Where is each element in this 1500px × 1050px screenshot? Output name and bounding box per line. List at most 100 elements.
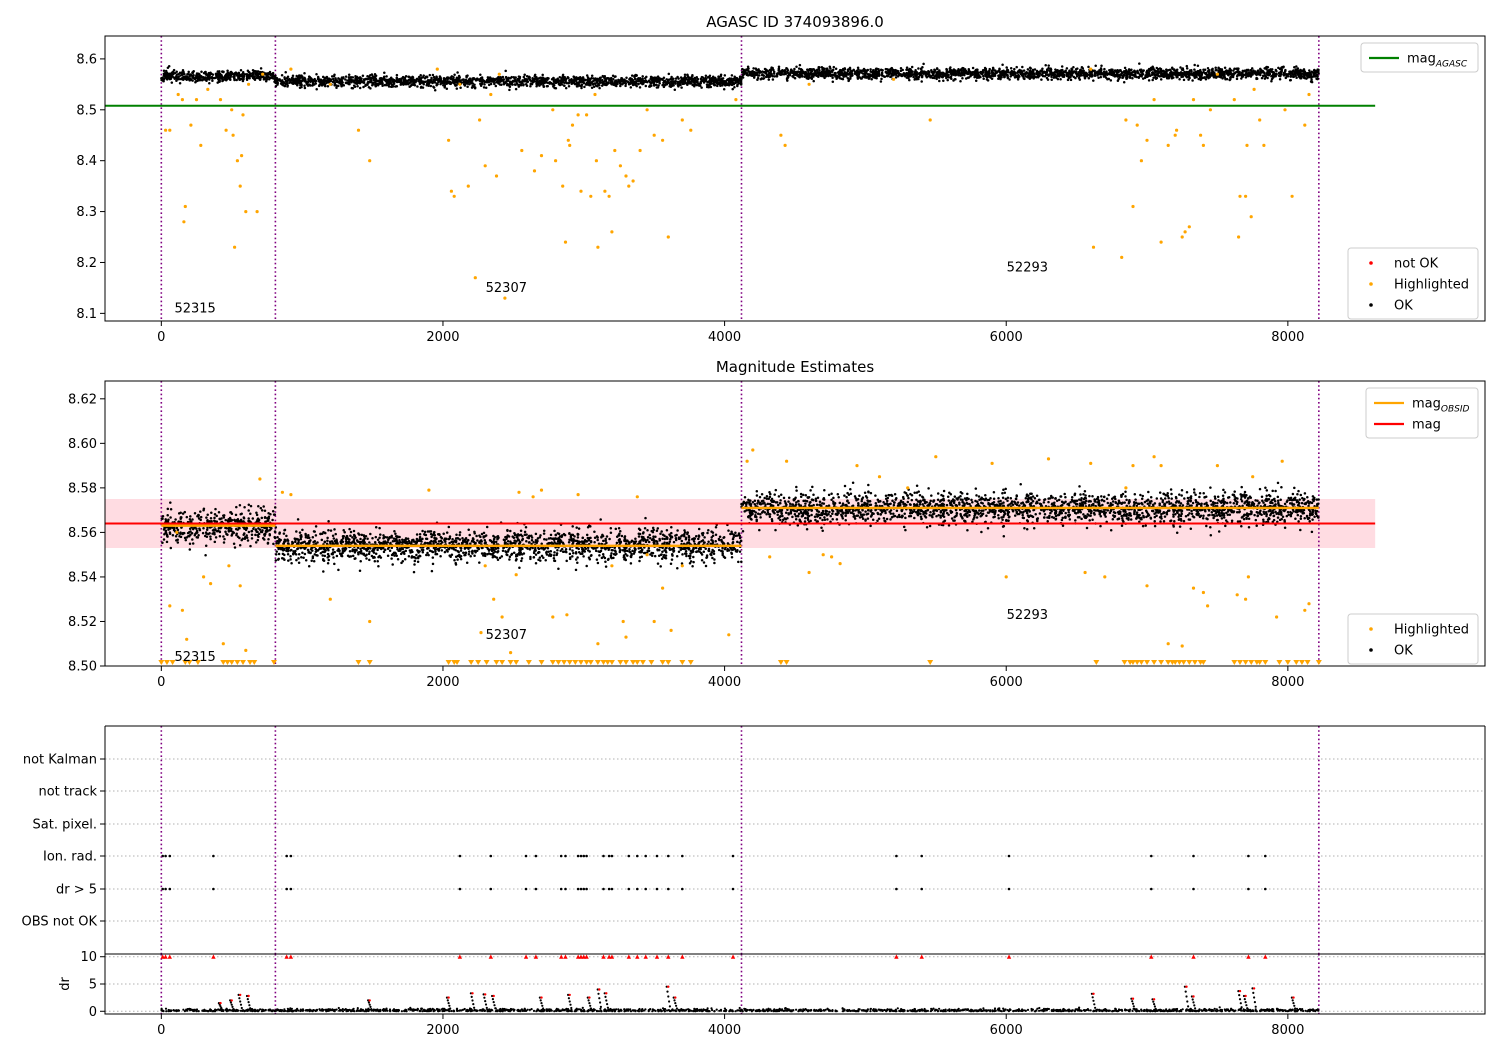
panel2-ok-point bbox=[257, 527, 260, 530]
panel1-ok-point bbox=[861, 72, 865, 75]
panel1-ok-point bbox=[598, 79, 602, 83]
panel1-ok-point bbox=[402, 82, 406, 86]
panel1-ok-point bbox=[1313, 68, 1316, 72]
panel1-ok-point bbox=[1238, 72, 1241, 76]
panel1-ok-point bbox=[598, 86, 601, 90]
panel1-ok-point bbox=[453, 83, 457, 86]
panel1-highlighted-point bbox=[1166, 143, 1170, 147]
panel1-ok-point bbox=[1040, 78, 1043, 81]
panel1-ok-point bbox=[564, 78, 567, 82]
panel1-ok-point bbox=[358, 80, 361, 84]
panel2-ok-point bbox=[213, 540, 217, 544]
panel1-ok-point bbox=[596, 83, 600, 87]
panel1-ok-point bbox=[859, 77, 863, 80]
panel1-ok-point bbox=[541, 73, 544, 77]
panel1-ok-point bbox=[730, 79, 734, 83]
panel1-ok-point bbox=[1159, 78, 1163, 81]
panel1-ok-point bbox=[1231, 75, 1235, 79]
panel1-ok-point bbox=[388, 80, 391, 84]
panel1-ok-point bbox=[433, 88, 437, 92]
panel1-ok-point bbox=[1171, 73, 1174, 77]
panel1-ok-point bbox=[567, 76, 570, 80]
panel1-ok-point bbox=[881, 74, 884, 77]
panel1-ok-point bbox=[374, 80, 377, 84]
panel1-ok-point bbox=[1246, 74, 1249, 78]
panel1-ok-point bbox=[711, 75, 715, 79]
panel1-ok-point bbox=[518, 75, 522, 79]
panel1-ok-point bbox=[560, 80, 564, 84]
panel1-ok-point bbox=[604, 77, 607, 81]
panel2-ok-point bbox=[174, 518, 177, 521]
panel2-ok-point bbox=[204, 544, 208, 548]
panel1-ok-point bbox=[862, 67, 866, 71]
panel1-ok-point bbox=[1075, 74, 1079, 78]
panel2-ok-point bbox=[166, 507, 170, 511]
panel1-ok-point bbox=[709, 79, 712, 82]
panel1-ok-point bbox=[657, 84, 660, 87]
panel1-ok-point bbox=[520, 80, 524, 84]
panel1-ok-point bbox=[964, 71, 967, 75]
panel1-ok-point bbox=[938, 75, 941, 79]
panel1-ok-point bbox=[740, 75, 744, 79]
panel1-ok-point bbox=[818, 66, 821, 69]
panel1-ok-point bbox=[1274, 75, 1277, 78]
panel1-highlighted-point bbox=[168, 128, 172, 132]
panel1-ok-point bbox=[544, 77, 548, 81]
panel1-ok-point bbox=[285, 76, 289, 80]
panel1-ok-point bbox=[523, 79, 527, 83]
panel1-ok-point bbox=[1219, 74, 1222, 77]
panel1-ok-point bbox=[1165, 75, 1169, 79]
panel1-ok-point bbox=[612, 77, 615, 81]
panel1-ok-point bbox=[869, 70, 872, 73]
panel1-ok-point bbox=[850, 73, 854, 77]
panel1-ok-point bbox=[656, 79, 659, 82]
panel1-highlighted-point bbox=[607, 194, 611, 198]
panel1-ok-point bbox=[257, 72, 261, 76]
panel1-ok-point bbox=[1118, 69, 1121, 72]
panel2-ok-point bbox=[251, 517, 255, 520]
panel1-highlighted-point bbox=[1262, 143, 1266, 147]
panel1-ok-point bbox=[887, 73, 891, 76]
panel1-ok-point bbox=[1104, 76, 1108, 79]
panel1-ok-point bbox=[178, 81, 182, 85]
panel1-ok-point bbox=[1163, 74, 1166, 78]
panel1-ok-point bbox=[442, 77, 446, 80]
panel1-ok-point bbox=[809, 69, 812, 72]
panel1-ok-point bbox=[982, 77, 985, 80]
panel1-ok-point bbox=[164, 69, 168, 73]
panel1-ok-point bbox=[738, 75, 742, 78]
panel1-ok-point bbox=[271, 77, 274, 80]
panel1-ok-point bbox=[674, 77, 678, 80]
panel1-ok-point bbox=[1235, 77, 1239, 81]
panel1-ok-point bbox=[514, 87, 518, 91]
panel1-ok-point bbox=[450, 81, 454, 84]
panel1-ok-point bbox=[997, 75, 1001, 78]
panel1-ok-point bbox=[1317, 70, 1320, 73]
panel2-ok-point bbox=[191, 518, 194, 521]
panel1-ok-point bbox=[420, 76, 423, 79]
panel1-ok-point bbox=[181, 76, 184, 80]
panel1-ok-point bbox=[200, 70, 203, 74]
panel1-ok-point bbox=[469, 80, 473, 84]
panel1-ok-point bbox=[1178, 77, 1181, 81]
panel1-ok-point bbox=[487, 83, 491, 87]
panel2-ok-point bbox=[191, 538, 194, 541]
panel1-ok-point bbox=[1125, 74, 1129, 78]
panel1-ok-point bbox=[670, 75, 673, 79]
panel1-highlighted-point bbox=[561, 184, 565, 188]
panel1-ok-point bbox=[915, 71, 919, 74]
panel1-ok-point bbox=[301, 77, 305, 81]
panel1-ok-point bbox=[1191, 72, 1195, 76]
panel1-ok-point bbox=[303, 84, 306, 88]
panel1-ok-point bbox=[1088, 70, 1091, 74]
panel1-ok-point bbox=[1061, 72, 1065, 76]
panel1-ok-point bbox=[1006, 76, 1010, 79]
panel1-ok-point bbox=[475, 78, 478, 82]
panel1-ok-point bbox=[704, 76, 707, 80]
panel1-ok-point bbox=[641, 75, 644, 78]
panel1-ok-point bbox=[1080, 65, 1084, 69]
panel1-ok-point bbox=[865, 69, 868, 73]
panel1-highlighted-point bbox=[356, 128, 361, 132]
panel2-ok-point bbox=[189, 530, 192, 533]
